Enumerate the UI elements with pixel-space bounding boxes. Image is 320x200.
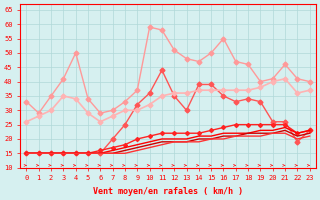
X-axis label: Vent moyen/en rafales ( km/h ): Vent moyen/en rafales ( km/h ) xyxy=(93,187,243,196)
